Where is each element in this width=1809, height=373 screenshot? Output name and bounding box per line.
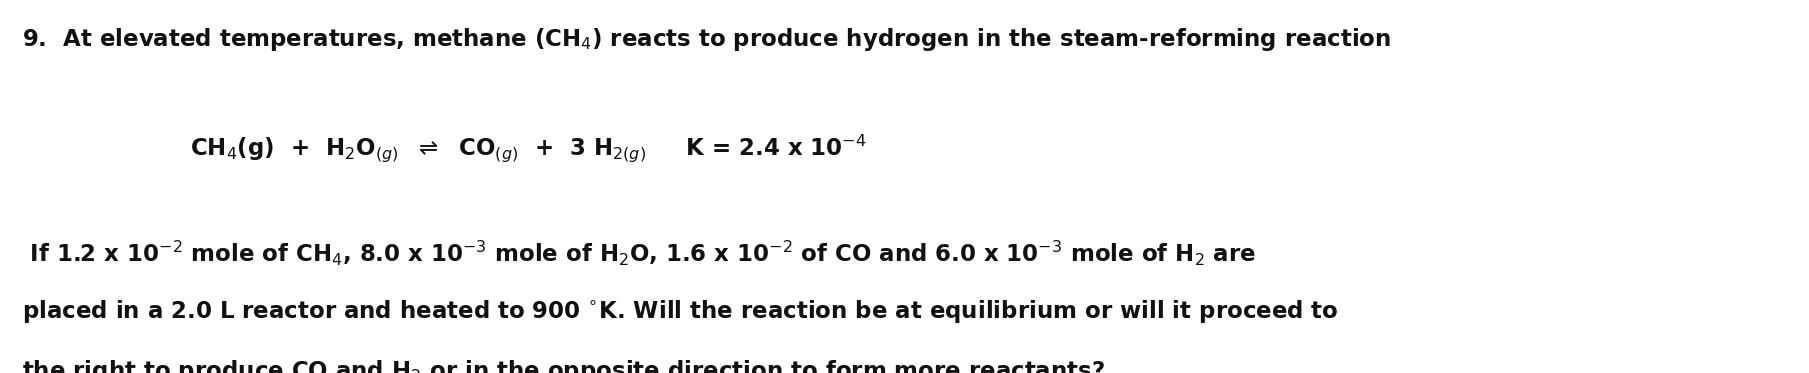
Text: the right to produce CO and H$_2$ or in the opposite direction to form more reac: the right to produce CO and H$_2$ or in … [22,358,1105,373]
Text: If 1.2 x 10$^{-2}$ mole of CH$_4$, 8.0 x 10$^{-3}$ mole of H$_2$O, 1.6 x 10$^{-2: If 1.2 x 10$^{-2}$ mole of CH$_4$, 8.0 x… [22,239,1255,268]
Text: placed in a 2.0 L reactor and heated to 900 $^{\circ}$K. Will the reaction be at: placed in a 2.0 L reactor and heated to … [22,298,1339,325]
Text: CH$_4$(g)  +  H$_2$O$_{(g)}$  $\rightleftharpoons$  CO$_{(g)}$  +  3 H$_{2(g)}$ : CH$_4$(g) + H$_2$O$_{(g)}$ $\rightleftha… [190,132,867,164]
Text: 9.  At elevated temperatures, methane (CH$_4$) reacts to produce hydrogen in the: 9. At elevated temperatures, methane (CH… [22,26,1391,53]
